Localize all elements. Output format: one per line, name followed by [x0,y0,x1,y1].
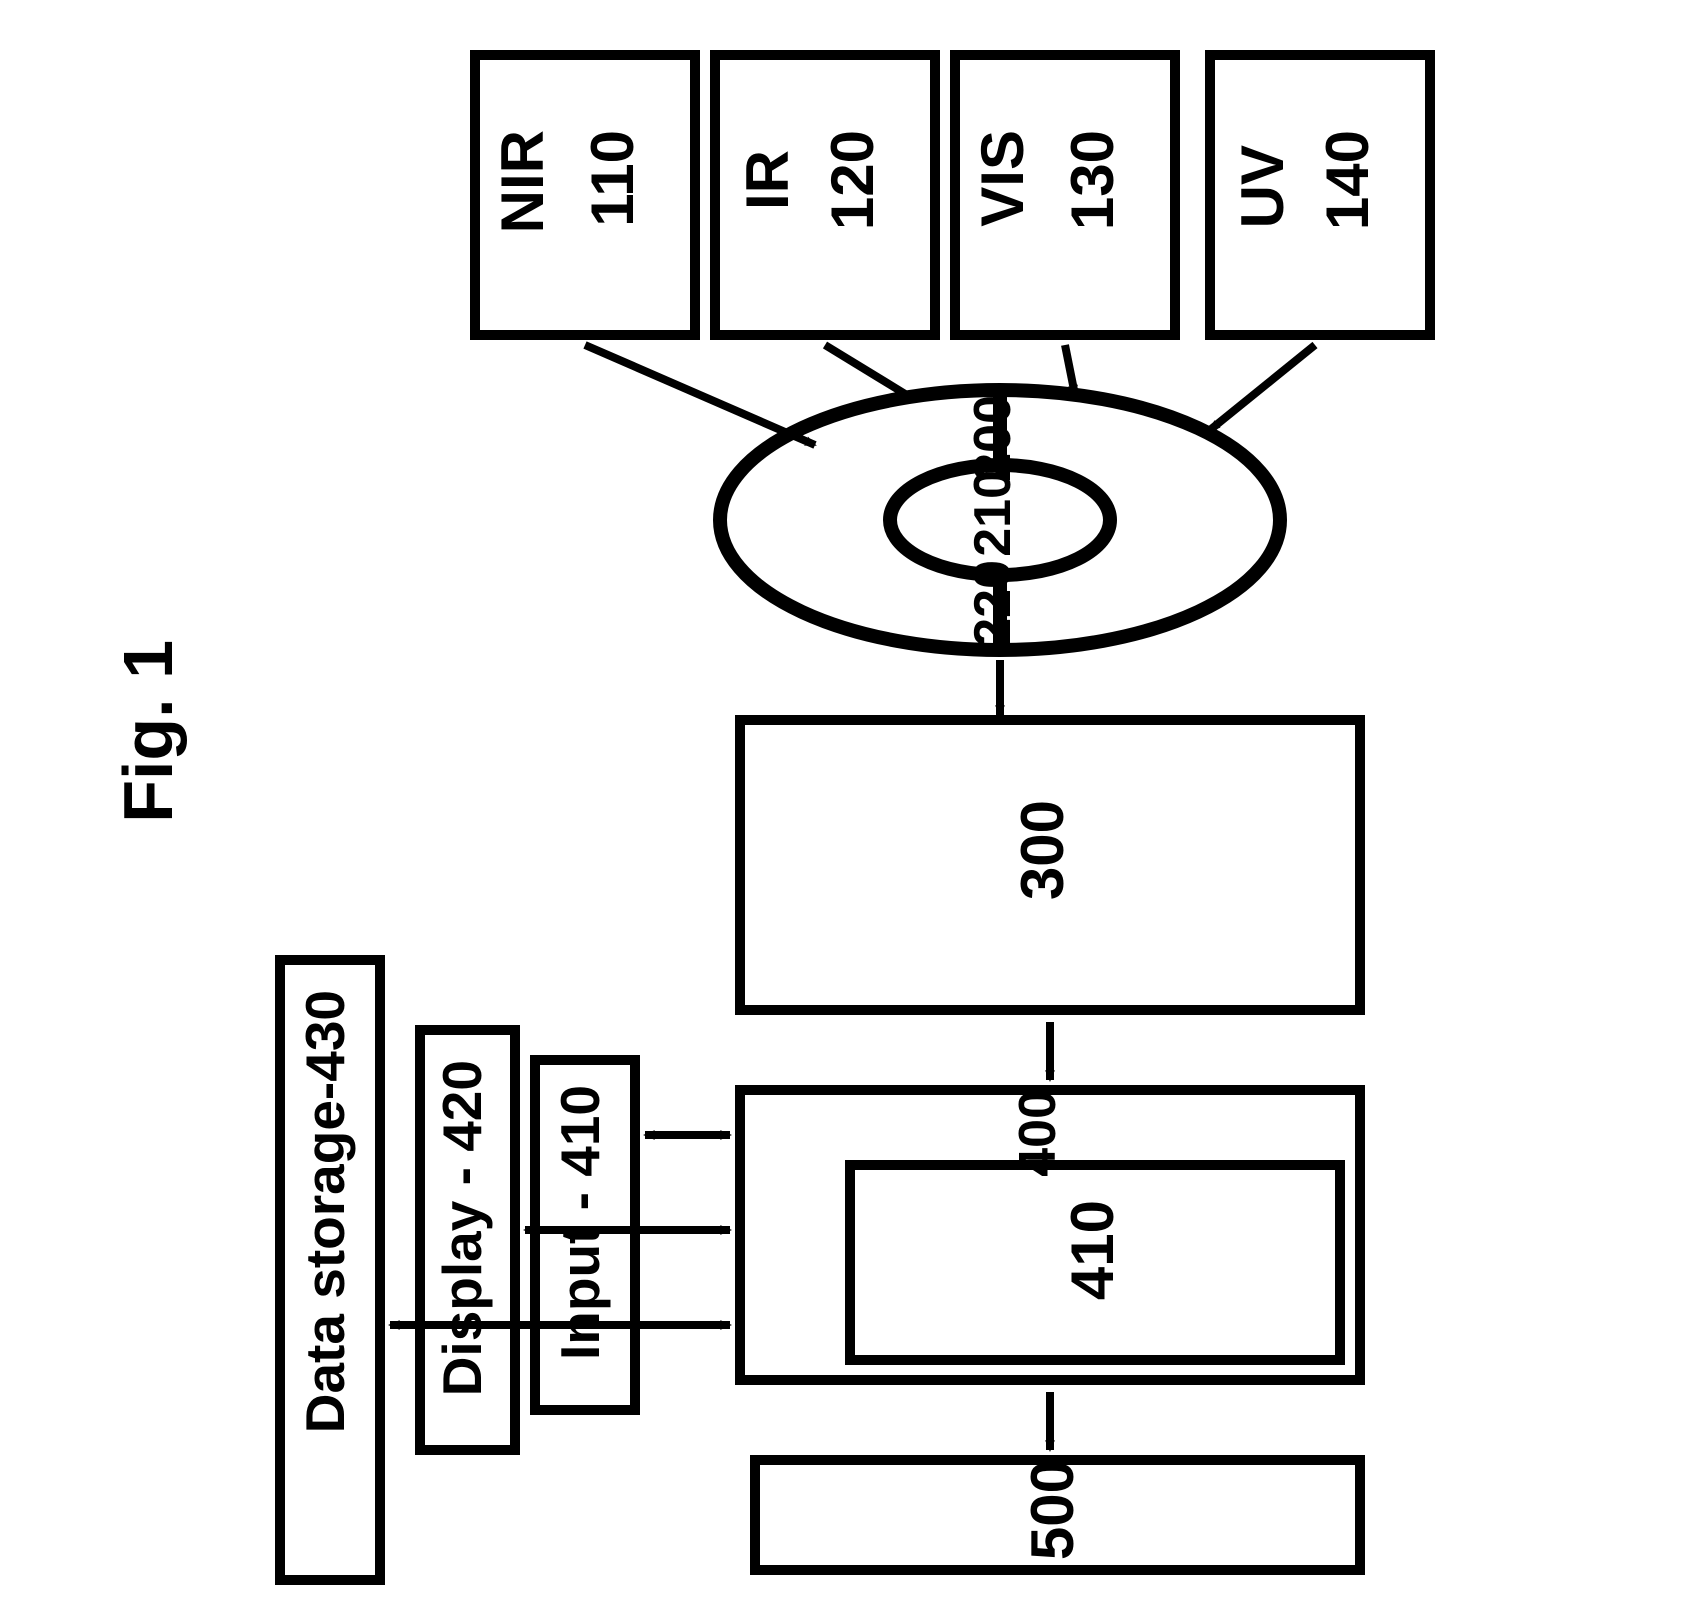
input-label: Input - 410 [550,1085,620,1360]
ellipse-label-200: 200 [965,395,1035,482]
nir-label-top: NIR [490,130,560,233]
storage-label: Data storage-430 [295,990,365,1433]
block500-label: 500 [1020,1460,1090,1560]
block400-inner-label: 410 [1060,1200,1130,1300]
figure-label: Fig. 1 [110,640,190,823]
uv-label-top: UV [1230,145,1300,228]
block400-label: 400 [1010,1090,1080,1177]
diagram-stage: Fig. 1 NIR 110 IR 120 VIS 130 UV 140 200… [0,0,1705,1599]
ellipse-label-210: 210 [965,470,1035,557]
ir-label-bot: 120 [820,130,890,230]
display-label: Display - 420 [432,1060,502,1396]
vis-label-top: VIS [970,130,1040,227]
ir-label-top: IR [735,150,805,210]
block300-label: 300 [1010,800,1080,900]
diagram-svg [0,0,1705,1599]
ellipse-label-220: 220 [965,560,1035,647]
vis-label-bot: 130 [1060,130,1130,230]
uv-label-bot: 140 [1315,130,1385,230]
nir-label-bot: 110 [580,130,650,227]
